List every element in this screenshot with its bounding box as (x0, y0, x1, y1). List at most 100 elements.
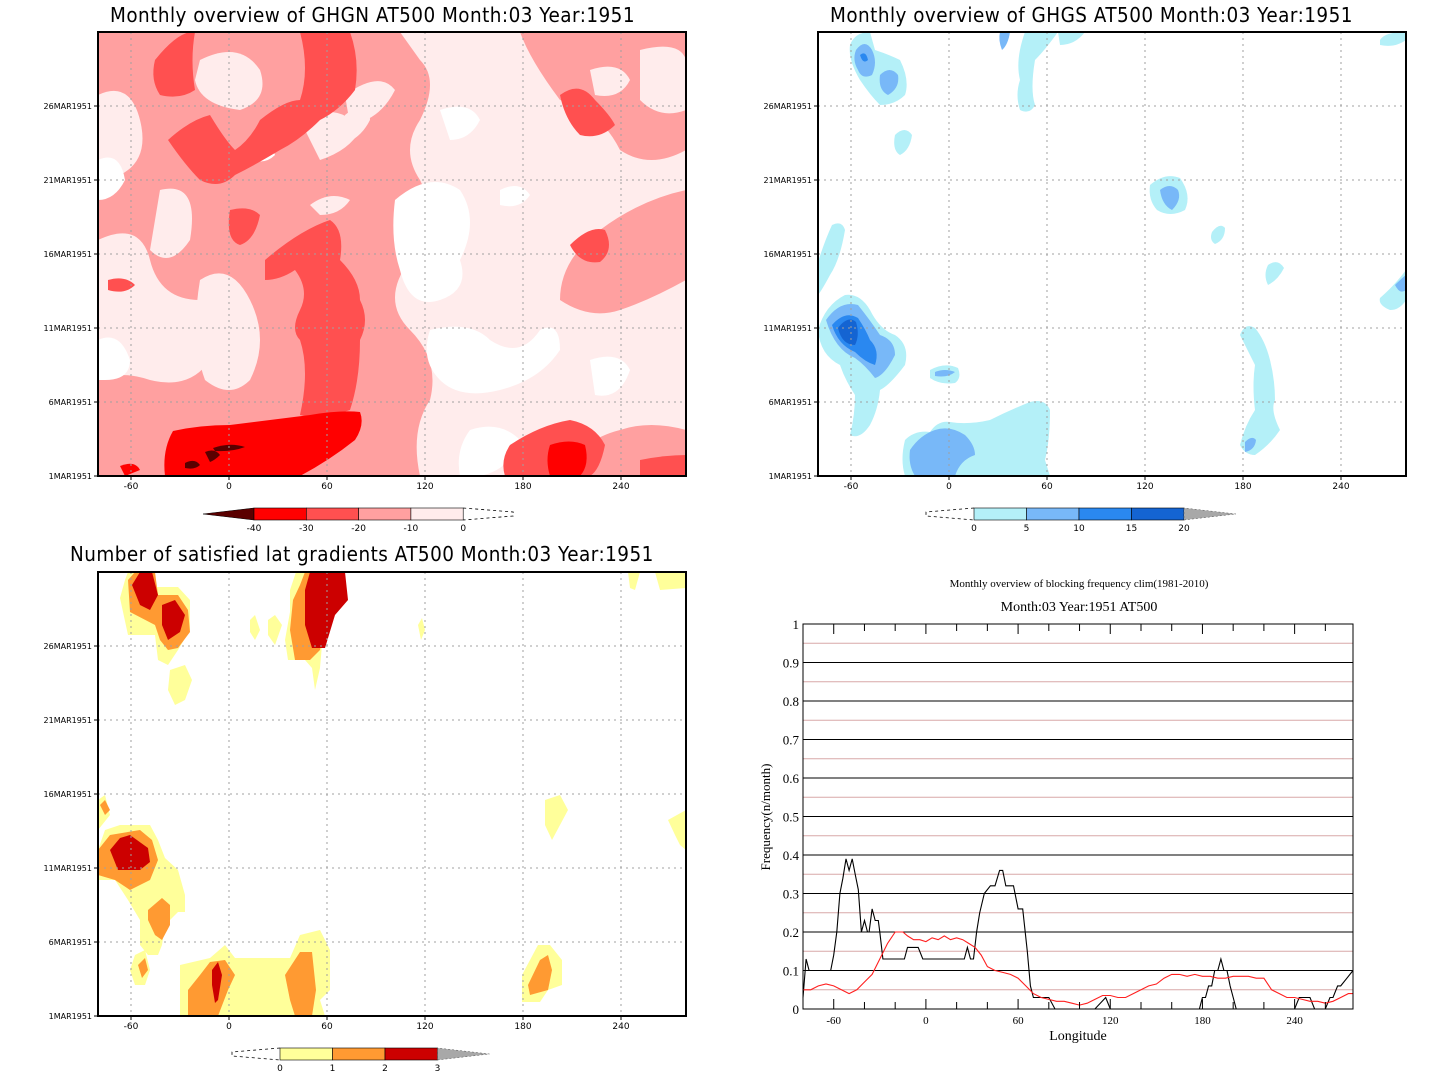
ghgs-ytick-label: 1MAR1951 (769, 472, 812, 481)
ghgs-contours (818, 32, 1406, 476)
chart-ytick-label: 0.4 (783, 848, 800, 863)
ghgs-contour-light (894, 130, 912, 155)
chart-gridlines (803, 642, 1353, 991)
chart-title: Monthly overview of blocking frequency c… (950, 578, 1209, 590)
gradients-contour-red (162, 600, 185, 640)
chart-xtick-label: 240 (1286, 1015, 1303, 1027)
chart-xtick-label: 120 (1102, 1015, 1119, 1027)
ghgn-contour-strong (547, 441, 587, 476)
ghgn-ytick-label: 6MAR1951 (49, 398, 92, 407)
gradients-colorbar-swatch (384, 1047, 438, 1061)
ghgn-contour-medium (560, 88, 615, 137)
ghgs-contour-mid (999, 32, 1010, 50)
chart-xtick-label: 180 (1194, 1015, 1211, 1027)
gradients-xtick-label: 120 (416, 1022, 433, 1032)
ghgs-colorbar-swatch (1026, 507, 1080, 521)
gradients-colorbar-extend-low (231, 1047, 281, 1061)
ghgs-contour-mid (1245, 437, 1256, 452)
gradients-contour-orange (285, 952, 316, 1016)
ghgs-contour-mid (1160, 186, 1180, 210)
chart-subtitle: Month:03 Year:1951 AT500 (1001, 600, 1158, 615)
chart-ytick-label: 0.1 (783, 964, 799, 979)
gradients-colorbar-swatch (279, 1047, 333, 1061)
gradients-colorbar-label: 0 (277, 1064, 283, 1074)
chart-ytick-label: 0.8 (783, 694, 799, 709)
ghgn-ytick-label: 26MAR1951 (44, 102, 92, 111)
chart-ytick-label: 0.3 (783, 887, 799, 902)
ghgn-contour-darkest (185, 460, 200, 469)
gradients-ytick-label: 26MAR1951 (44, 642, 92, 651)
ghgn-colorbar-label: -10 (404, 524, 419, 534)
ghgn-contour-medium (640, 455, 686, 476)
chart-ytick-label: 0.6 (783, 771, 800, 786)
ghgs-contour-light (1017, 32, 1058, 112)
ghgn-ytick-label: 16MAR1951 (44, 250, 92, 259)
ghgs-xtick-label: -60 (844, 482, 859, 492)
chart-ytick-label: 0.7 (783, 733, 800, 748)
gradients-contour-orange (148, 898, 170, 940)
ghgn-xtick-label: 240 (612, 482, 629, 492)
gradients-contour-yellow (250, 615, 260, 640)
ghgn-ytick-label: 21MAR1951 (44, 176, 92, 185)
gradients-contour-yellow (168, 665, 192, 705)
ghgs-xtick-label: 120 (1136, 482, 1153, 492)
ghgs-ytick-label: 6MAR1951 (769, 398, 812, 407)
chart-ytick-label: 1 (793, 617, 800, 632)
chart-ytick-label: 0.2 (783, 925, 799, 940)
chart-ytick-label: 0 (793, 1002, 800, 1017)
ghgs-colorbar-swatch (973, 507, 1027, 521)
ghgn-contour-medium (168, 32, 357, 184)
ghgn-contour-white (426, 326, 560, 394)
ghgs-xtick-label: 240 (1332, 482, 1349, 492)
map-axes: -60 0 60 120 180 240 1MAR1951 6MAR1951 11MAR1951… (44, 102, 1350, 1032)
chart-series-line-1 (803, 931, 1353, 1006)
ghgs-colorbar-label: 15 (1126, 524, 1137, 534)
ghgn-xtick-label: 60 (321, 482, 333, 492)
gradients-contour-yellow (655, 572, 686, 590)
gradients-colorbar-swatch (332, 1047, 386, 1061)
ghgn-colorbar-label: -30 (299, 524, 314, 534)
gradients-contour-red (212, 962, 222, 1003)
ghgs-colorbar-extend-low (925, 507, 975, 521)
ghgn-colorbar-swatch (410, 507, 464, 521)
ghgn-contour-white (98, 337, 130, 380)
panel-title-gradients: Number of satisfied lat gradients AT500 … (70, 542, 654, 566)
ghgs-colorbar-label: 5 (1024, 524, 1030, 534)
gradients-colorbar-extend-high (437, 1047, 490, 1061)
ghgn-contour-white (393, 182, 470, 302)
gradients-contour-orange (100, 800, 110, 815)
gradients-contours (98, 572, 686, 1016)
ghgs-colorbar-swatch (1078, 507, 1132, 521)
ghgn-contours (98, 32, 686, 476)
gradients-ytick-label: 6MAR1951 (49, 938, 92, 947)
ghgn-colorbar-extend-high (463, 507, 514, 521)
ghgs-contour-light (1240, 326, 1280, 455)
ghgs-contour-light (1265, 262, 1284, 285)
ghgn-contour-light (590, 66, 630, 96)
gradients-contour-red (110, 835, 150, 870)
gradients-contour-orange (528, 955, 552, 995)
gradients-colorbar-label: 1 (330, 1064, 336, 1074)
ghgs-ytick-label: 11MAR1951 (764, 324, 812, 333)
ghgn-contour-light (196, 273, 260, 390)
gradients-colorbar-label: 2 (382, 1064, 388, 1074)
ghgs-colorbar-extend-high (1183, 507, 1237, 521)
gradients-contour-yellow (545, 795, 568, 840)
ghgs-colorbar-label: 0 (971, 524, 977, 534)
gradients-contour-orange (138, 958, 148, 978)
ghgs-contour-dark (860, 53, 868, 62)
ghgn-contour-light (640, 46, 686, 114)
ghgn-contour-medium (153, 32, 195, 97)
ghgs-xtick-label: 180 (1234, 482, 1251, 492)
ghgn-colorbar-swatch (358, 507, 412, 521)
map-grids (98, 32, 1406, 1016)
gradients-ytick-label: 11MAR1951 (44, 864, 92, 873)
ghgn-colorbar-swatch (253, 507, 307, 521)
ghgn-contour-light (150, 188, 192, 258)
colorbars: -40 -30 -20 -10 0 0 5 10 15 200 1 2 3 (202, 507, 1237, 1074)
gradients-contour-red (132, 572, 158, 610)
gradients-contour-yellow (668, 810, 686, 850)
ghgs-contour-mid (909, 428, 975, 476)
ghgn-colorbar-swatch (305, 507, 359, 521)
ghgn-colorbar-label: -40 (247, 524, 262, 534)
